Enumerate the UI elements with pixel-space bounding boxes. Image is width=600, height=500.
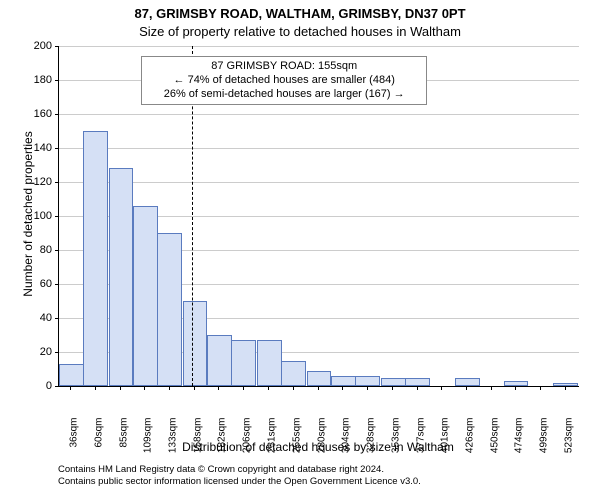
y-tick-label: 20 xyxy=(28,346,52,358)
x-tick-label: 85sqm xyxy=(118,418,129,466)
histogram-bar xyxy=(83,131,108,386)
x-tick-label: 182sqm xyxy=(217,418,228,466)
grid-line xyxy=(59,182,579,183)
histogram-bar xyxy=(109,168,134,386)
y-tick-label: 40 xyxy=(28,312,52,324)
chart-title-address: 87, GRIMSBY ROAD, WALTHAM, GRIMSBY, DN37… xyxy=(0,6,600,21)
y-tick-label: 60 xyxy=(28,278,52,290)
y-tick-label: 0 xyxy=(28,380,52,392)
x-tick-label: 133sqm xyxy=(167,418,178,466)
grid-line xyxy=(59,46,579,47)
x-tick-label: 450sqm xyxy=(489,418,500,466)
x-tick-label: 474sqm xyxy=(514,418,525,466)
histogram-bar xyxy=(331,376,356,386)
annotation-line-1: 87 GRIMSBY ROAD: 155sqm xyxy=(148,60,420,74)
x-tick-label: 499sqm xyxy=(539,418,550,466)
histogram-bar xyxy=(381,378,406,387)
x-tick-label: 377sqm xyxy=(415,418,426,466)
licence-line1: Contains HM Land Registry data © Crown c… xyxy=(58,464,421,476)
x-tick-label: 328sqm xyxy=(365,418,376,466)
histogram-bar xyxy=(157,233,182,386)
annotation-line-3: 26% of semi-detached houses are larger (… xyxy=(148,88,420,102)
x-tick-label: 255sqm xyxy=(291,418,302,466)
x-tick-label: 206sqm xyxy=(241,418,252,466)
x-tick-label: 304sqm xyxy=(341,418,352,466)
histogram-bar xyxy=(207,335,232,386)
y-tick-label: 140 xyxy=(28,142,52,154)
x-tick-label: 401sqm xyxy=(439,418,450,466)
y-tick-label: 180 xyxy=(28,74,52,86)
x-tick-label: 109sqm xyxy=(143,418,154,466)
x-tick-label: 36sqm xyxy=(69,418,80,466)
y-tick-label: 200 xyxy=(28,40,52,52)
x-tick-label: 353sqm xyxy=(391,418,402,466)
licence-footer: Contains HM Land Registry data © Crown c… xyxy=(58,464,421,489)
annotation-line-2: ← 74% of detached houses are smaller (48… xyxy=(148,74,420,88)
x-tick-label: 523sqm xyxy=(563,418,574,466)
histogram-bar xyxy=(553,383,578,386)
x-tick-label: 231sqm xyxy=(267,418,278,466)
histogram-bar xyxy=(307,371,332,386)
y-tick-label: 120 xyxy=(28,176,52,188)
y-tick-label: 100 xyxy=(28,210,52,222)
histogram-bar xyxy=(59,364,84,386)
histogram-bar xyxy=(257,340,282,386)
grid-line xyxy=(59,114,579,115)
x-tick-label: 426sqm xyxy=(465,418,476,466)
histogram-bar xyxy=(405,378,430,387)
histogram-bar xyxy=(281,361,306,387)
histogram-bar xyxy=(231,340,256,386)
x-tick-label: 280sqm xyxy=(317,418,328,466)
y-tick-label: 160 xyxy=(28,108,52,120)
grid-line xyxy=(59,148,579,149)
licence-line2: Contains public sector information licen… xyxy=(58,476,421,488)
annotation-box: 87 GRIMSBY ROAD: 155sqm← 74% of detached… xyxy=(141,56,427,105)
chart-subtitle: Size of property relative to detached ho… xyxy=(0,24,600,39)
y-tick-label: 80 xyxy=(28,244,52,256)
chart-container: 87, GRIMSBY ROAD, WALTHAM, GRIMSBY, DN37… xyxy=(0,0,600,500)
histogram-bar xyxy=(455,378,480,387)
histogram-bar xyxy=(183,301,208,386)
histogram-bar xyxy=(355,376,380,386)
x-tick-label: 60sqm xyxy=(93,418,104,466)
histogram-bar xyxy=(504,381,529,386)
histogram-bar xyxy=(133,206,158,386)
x-tick-label: 158sqm xyxy=(193,418,204,466)
